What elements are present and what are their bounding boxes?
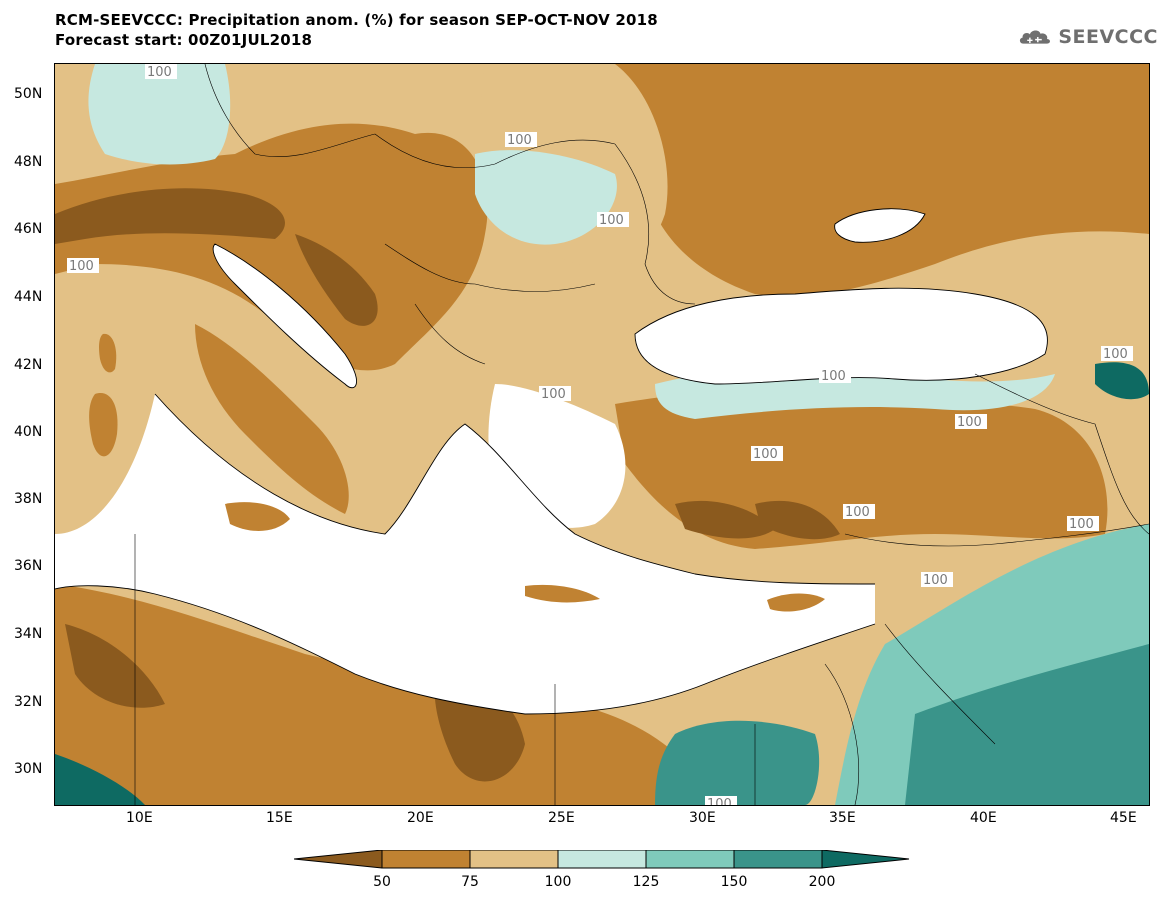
svg-text:100: 100 — [707, 797, 732, 805]
contour-label: 100 — [505, 132, 537, 148]
colorbar-bin-0 — [293, 849, 383, 869]
very-dry-turkey-south-2 — [755, 500, 840, 540]
mediterranean-sea — [55, 394, 875, 714]
svg-text:100: 100 — [541, 387, 566, 402]
adriatic-sea — [213, 244, 357, 388]
colorbar-bin-5 — [733, 849, 823, 869]
coastlines — [55, 208, 1048, 715]
cyprus — [767, 593, 825, 612]
lat-tick-label: 48N — [14, 154, 43, 170]
logo-text: SEEVCCC — [1058, 26, 1158, 48]
lon-tick-label: 30E — [689, 810, 716, 826]
colorbar-label: 50 — [373, 874, 391, 890]
contour-label: 100 — [843, 504, 875, 520]
contour-label: 100 — [705, 796, 737, 805]
lat-tick-label: 32N — [14, 694, 43, 710]
lat-tick-label: 38N — [14, 491, 43, 507]
contour-label: 100 — [751, 446, 783, 462]
lon-tick-label: 20E — [407, 810, 434, 826]
lon-tick-label: 10E — [126, 810, 153, 826]
dry-region-north-africa — [55, 584, 715, 805]
dry-region-ukraine — [615, 64, 1149, 297]
cloud-icon — [1019, 30, 1051, 44]
colorbar-bin-1 — [381, 849, 471, 869]
lat-tick-label: 36N — [14, 558, 43, 574]
colorbar-bin-3 — [557, 849, 647, 869]
svg-text:100: 100 — [147, 65, 172, 80]
colorbar-label: 200 — [809, 874, 836, 890]
map-panel: 100 100 100 100 100 100 — [54, 63, 1150, 806]
sardinia — [89, 393, 118, 457]
contour-label: 100 — [597, 212, 629, 228]
svg-text:100: 100 — [753, 447, 778, 462]
chart-title: RCM-SEEVCCC: Precipitation anom. (%) for… — [55, 10, 658, 50]
lat-tick-label: 42N — [14, 357, 43, 373]
svg-text:100: 100 — [1069, 517, 1094, 532]
contour-label: 100 — [921, 572, 953, 588]
colorbar-bin-2 — [469, 849, 559, 869]
lat-tick-label: 46N — [14, 221, 43, 237]
lon-tick-label: 35E — [829, 810, 856, 826]
svg-text:100: 100 — [69, 259, 94, 274]
wet-region-hungary — [475, 150, 617, 245]
colorbar: 50 75 100 125 150 200 — [293, 849, 910, 890]
seevccc-logo: SEEVCCC — [1018, 20, 1158, 54]
svg-text:100: 100 — [507, 133, 532, 148]
lat-tick-label: 50N — [14, 86, 43, 102]
precipitation-anomaly-map: 100 100 100 100 100 100 — [55, 64, 1149, 805]
sicily — [225, 502, 290, 531]
colorbar-legend: 50 75 100 125 150 200 — [293, 849, 910, 890]
contour-label: 100 — [819, 368, 851, 384]
lon-tick-label: 25E — [548, 810, 575, 826]
lat-tick-label: 40N — [14, 424, 43, 440]
lon-tick-label: 40E — [970, 810, 997, 826]
crete — [525, 584, 600, 603]
contour-label: 100 — [145, 64, 177, 80]
contour-label: 100 — [539, 386, 571, 402]
contour-label: 100 — [67, 258, 99, 274]
very-dry-croatia — [295, 234, 378, 326]
contour-label: 100 — [1067, 516, 1099, 532]
colorbar-label: 100 — [545, 874, 572, 890]
svg-text:100: 100 — [923, 573, 948, 588]
lon-tick-label: 45E — [1110, 810, 1137, 826]
colorbar-bin-6 — [821, 849, 910, 869]
colorbar-label: 75 — [461, 874, 479, 890]
very-dry-alps — [55, 188, 285, 244]
lon-tick-label: 15E — [266, 810, 293, 826]
very-dry-turkey-south — [675, 500, 775, 539]
colorbar-bin-4 — [645, 849, 735, 869]
contour-labels: 100 100 100 100 100 100 — [67, 64, 1133, 805]
wet-region-germany — [88, 64, 231, 165]
wet-region-caucasus — [1095, 362, 1149, 400]
black-sea — [635, 288, 1048, 384]
colorbar-label: 150 — [721, 874, 748, 890]
svg-text:100: 100 — [1103, 347, 1128, 362]
contour-label: 100 — [1101, 346, 1133, 362]
svg-text:100: 100 — [599, 213, 624, 228]
dry-region-balkans — [55, 123, 488, 371]
svg-text:100: 100 — [957, 415, 982, 430]
country-borders — [134, 64, 1149, 805]
lat-tick-label: 30N — [14, 761, 43, 777]
title-line-1: RCM-SEEVCCC: Precipitation anom. (%) for… — [55, 11, 658, 29]
lat-tick-label: 44N — [14, 289, 43, 305]
contour-label: 100 — [955, 414, 987, 430]
svg-text:100: 100 — [845, 505, 870, 520]
wet-region-mideast-core — [905, 644, 1149, 805]
very-dry-tunisia — [65, 624, 165, 708]
wet-region-egypt — [655, 720, 820, 805]
colorbar-label: 125 — [633, 874, 660, 890]
aegean-sea — [488, 384, 626, 528]
corsica — [99, 333, 117, 373]
wet-region-algeria — [55, 754, 145, 805]
lat-tick-label: 34N — [14, 626, 43, 642]
dry-region-italy — [195, 324, 349, 514]
svg-text:100: 100 — [821, 369, 846, 384]
title-line-2: Forecast start: 00Z01JUL2018 — [55, 31, 313, 49]
